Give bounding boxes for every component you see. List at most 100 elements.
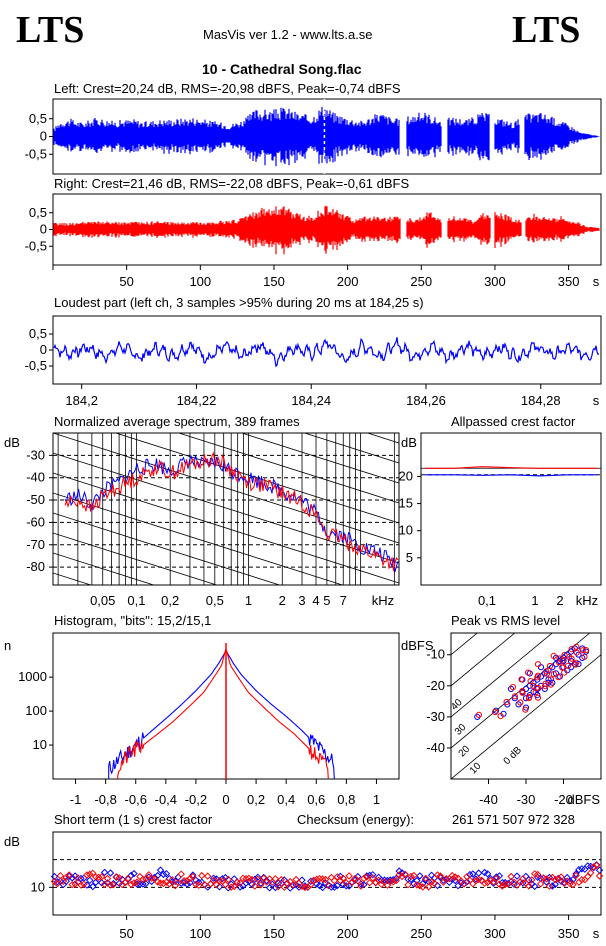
x-tick-label: -0,2 [185,792,207,807]
crest-point-right [227,883,235,891]
crest-point-left [62,877,71,885]
crest-point-right [424,883,433,891]
crest-point-left [480,868,489,877]
x-tick-label: 0,05 [90,593,115,608]
crest-point-left [236,883,244,891]
peak-rms-point-right [579,647,587,654]
peak-rms-point-left [534,692,541,699]
y-tick-label: -50 [26,492,45,507]
crest-point-left [516,878,524,886]
crest-point-right [377,880,386,889]
crest-point-right [159,879,168,888]
crest-point-right [480,879,489,887]
crest-point-left [407,875,415,884]
y-tick-label: -20 [426,678,445,693]
crest-point-left [342,882,350,890]
crest-point-left [262,876,271,885]
waveform-trace [53,205,600,255]
crest-point-right [59,877,68,886]
peak-rms-point-left [522,695,530,702]
crest-point-left [130,869,138,878]
crest-point-left [89,882,97,891]
peak-rms-plot-area [451,633,601,779]
peak-rms-point-right [533,685,540,692]
crest-point-right [519,875,527,883]
y-tick-label: -0,5 [25,146,47,161]
slope-line [53,433,399,544]
crest-point-left [254,873,262,882]
crest-point-right [124,874,132,883]
x-tick-label: -1 [70,792,82,807]
x-tick-label: 2 [279,593,286,608]
x-tick-label: 150 [263,926,285,941]
crest-point-right [557,873,565,881]
peak-rms-point-left [571,661,578,668]
x-tick-label: 0,2 [161,593,179,608]
crest-point-left [330,883,339,891]
y-tick-label: -40 [26,470,45,485]
crest-point-right [198,871,206,880]
peak-rms-point-left [526,692,533,699]
y-tick-label: 0,5 [29,205,47,220]
x-tick-label: 250 [410,274,432,289]
y-tick-label: 5 [406,550,413,565]
x-tick-label: 0,2 [247,792,265,807]
peak-rms-point-right [582,647,590,654]
x-tick-label: 300 [484,274,506,289]
crest-point-right [525,882,533,890]
crest-point-right [312,875,321,884]
crest-point-right [103,874,112,883]
peak-rms-point-right [497,713,504,720]
histogram-title: Histogram, "bits": 15,2/15,1 [54,613,212,628]
crest-point-left [368,870,377,879]
crest-point-right [374,876,383,885]
crest-point-right [230,882,238,891]
crest-point-right [118,880,126,889]
crest-point-right [142,874,150,883]
crest-point-left [307,877,315,886]
crest-point-right [572,871,580,880]
crest-diagonal [451,654,601,779]
crest-point-right [177,870,185,878]
peak-rms-point-right [492,708,499,716]
crest-point-right [410,871,418,880]
peak-rms-point-right [542,680,549,687]
peak-rms-point-right [535,685,542,692]
crest-point-right [221,880,230,889]
peak-rms-point-right [525,669,532,676]
peak-rms-point-left [567,648,575,655]
crest-point-right [309,876,318,885]
peak-rms-point-right [518,676,525,683]
crest-point-right [71,880,79,888]
crest-point-right [268,878,277,886]
y-tick-label: -60 [26,514,45,529]
crest-point-left [83,881,91,889]
crest-point-right [360,874,368,883]
crest-point-right [168,876,177,884]
y-tick-label: 100 [25,703,47,718]
loudest-trace [53,337,600,368]
x-tick-label: 0,5 [206,593,224,608]
crest-point-left [451,876,459,885]
crest-point-right [528,876,536,884]
peak-rms-point-right [534,661,542,668]
peak-rms-point-right [509,684,517,691]
peak-rms-point-right [568,655,575,662]
crest-point-right [139,875,147,884]
y-tick-label: 10 [31,879,45,894]
crest-point-right [186,874,194,883]
histogram-series-right [117,648,329,780]
x-tick-label: -30 [517,792,536,807]
crest-diagonal-label: 0 dB [502,745,525,768]
crest-point-right [256,881,265,889]
x-tick-label: 150 [263,274,285,289]
spectrum-series-left [64,454,399,573]
x-tick-label: 100 [189,274,211,289]
crest-point-left [327,883,336,891]
peak-rms-point-right [555,674,562,681]
checksum-value: 261 571 507 972 328 [452,812,575,827]
peak-rms-point-left [515,701,522,708]
x-unit-label: s [593,393,600,408]
crest-point-left [159,870,168,879]
crest-point-left [139,880,147,888]
